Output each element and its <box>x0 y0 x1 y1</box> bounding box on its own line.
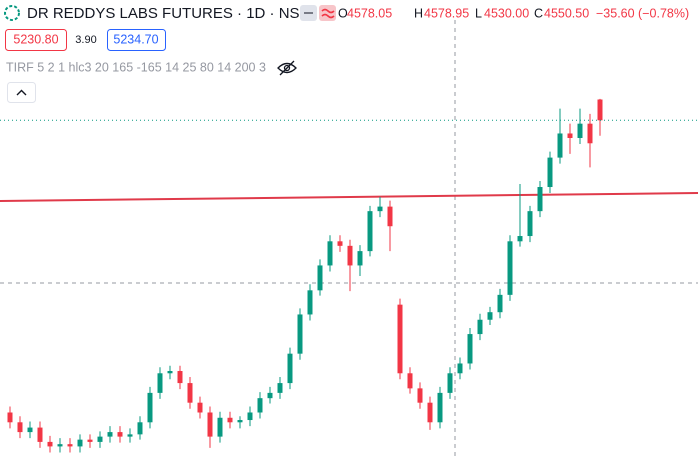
candle-body <box>257 398 263 413</box>
buy-price: 5234.70 <box>113 32 158 46</box>
candle-body <box>167 371 173 374</box>
ohlc-value: 4578.95 <box>424 6 469 20</box>
change: −35.60 (−0.78%) <box>596 6 689 20</box>
sell-button[interactable] <box>5 29 67 51</box>
candle-body <box>137 422 143 435</box>
candle-body <box>227 417 233 423</box>
sell-price: 5230.80 <box>13 32 58 46</box>
candle-body <box>547 157 553 188</box>
candle-body <box>67 444 73 447</box>
candle-body <box>337 241 343 246</box>
chevron-icon <box>16 89 27 96</box>
candle-body <box>7 412 13 423</box>
symbol-title: DR REDDYS LABS FUTURES · 1D · NSE <box>27 5 310 22</box>
candle-body <box>317 265 323 291</box>
candle-body <box>577 123 583 138</box>
candle-body <box>387 206 393 227</box>
candle-body <box>117 432 123 437</box>
ohlc-label: O <box>338 6 348 20</box>
candle-body <box>147 392 153 423</box>
candle-body <box>377 206 383 212</box>
candle-body <box>497 294 503 313</box>
candle-body <box>487 312 493 320</box>
candle-body <box>107 432 113 437</box>
candle-body <box>517 236 523 242</box>
candle-body <box>77 439 83 447</box>
collapse-button[interactable] <box>7 82 36 103</box>
candle-body <box>157 373 163 393</box>
badge-toggle[interactable] <box>319 5 336 21</box>
candle-body <box>397 304 403 374</box>
candle-body <box>177 371 183 384</box>
candle-body <box>277 383 283 393</box>
ohlc-label: L <box>475 6 482 20</box>
ohlc-label: H <box>414 6 423 20</box>
candle-body <box>37 427 43 442</box>
candle-body <box>587 123 593 144</box>
candle-body <box>47 441 53 447</box>
indicator-label: TIRF 5 2 1 hlc3 20 165 -165 14 25 80 14 … <box>6 60 266 74</box>
symbol-icon <box>4 5 20 21</box>
trend-line <box>0 192 698 202</box>
candle-body <box>417 388 423 403</box>
candle-body <box>557 133 563 158</box>
candle-body <box>87 439 93 442</box>
candle-body <box>307 290 313 315</box>
candle-body <box>197 402 203 413</box>
candle-body <box>457 363 463 374</box>
ohlc-value: 4530.00 <box>484 6 529 20</box>
candle-body <box>287 353 293 384</box>
candle-body <box>127 434 133 437</box>
candle-body <box>467 334 473 364</box>
candle-body <box>57 444 63 447</box>
candle-body <box>507 241 513 295</box>
candle-body <box>267 392 273 399</box>
candle-body <box>477 319 483 335</box>
candle-body <box>437 392 443 423</box>
candle-body <box>217 417 223 437</box>
candle-body <box>347 245 353 266</box>
candle-body <box>27 427 33 433</box>
candle-body <box>237 420 243 423</box>
candle-body <box>597 99 603 121</box>
badge-icon <box>321 8 335 19</box>
ohlc-value: 4550.50 <box>544 6 589 20</box>
candle-body <box>357 251 363 266</box>
candle-body <box>367 211 373 252</box>
candle-body <box>537 187 543 212</box>
candle-body <box>447 373 453 393</box>
candle-body <box>17 422 23 433</box>
spread: 3.90 <box>75 34 96 46</box>
buy-button[interactable] <box>107 29 166 51</box>
candle-body <box>187 383 193 403</box>
candle-body <box>407 373 413 389</box>
candle-body <box>207 412 213 437</box>
ohlc-value: 4578.05 <box>347 6 392 20</box>
candle-body <box>97 436 103 442</box>
plot-area <box>0 20 698 459</box>
candle-body <box>247 412 253 421</box>
candle-body <box>297 314 303 354</box>
candle-body <box>567 133 573 138</box>
candle-body <box>527 211 533 237</box>
candle-body <box>327 241 333 266</box>
candle-body <box>427 402 433 423</box>
ohlc-label: C <box>534 6 543 20</box>
eye-off-icon[interactable] <box>277 60 297 76</box>
